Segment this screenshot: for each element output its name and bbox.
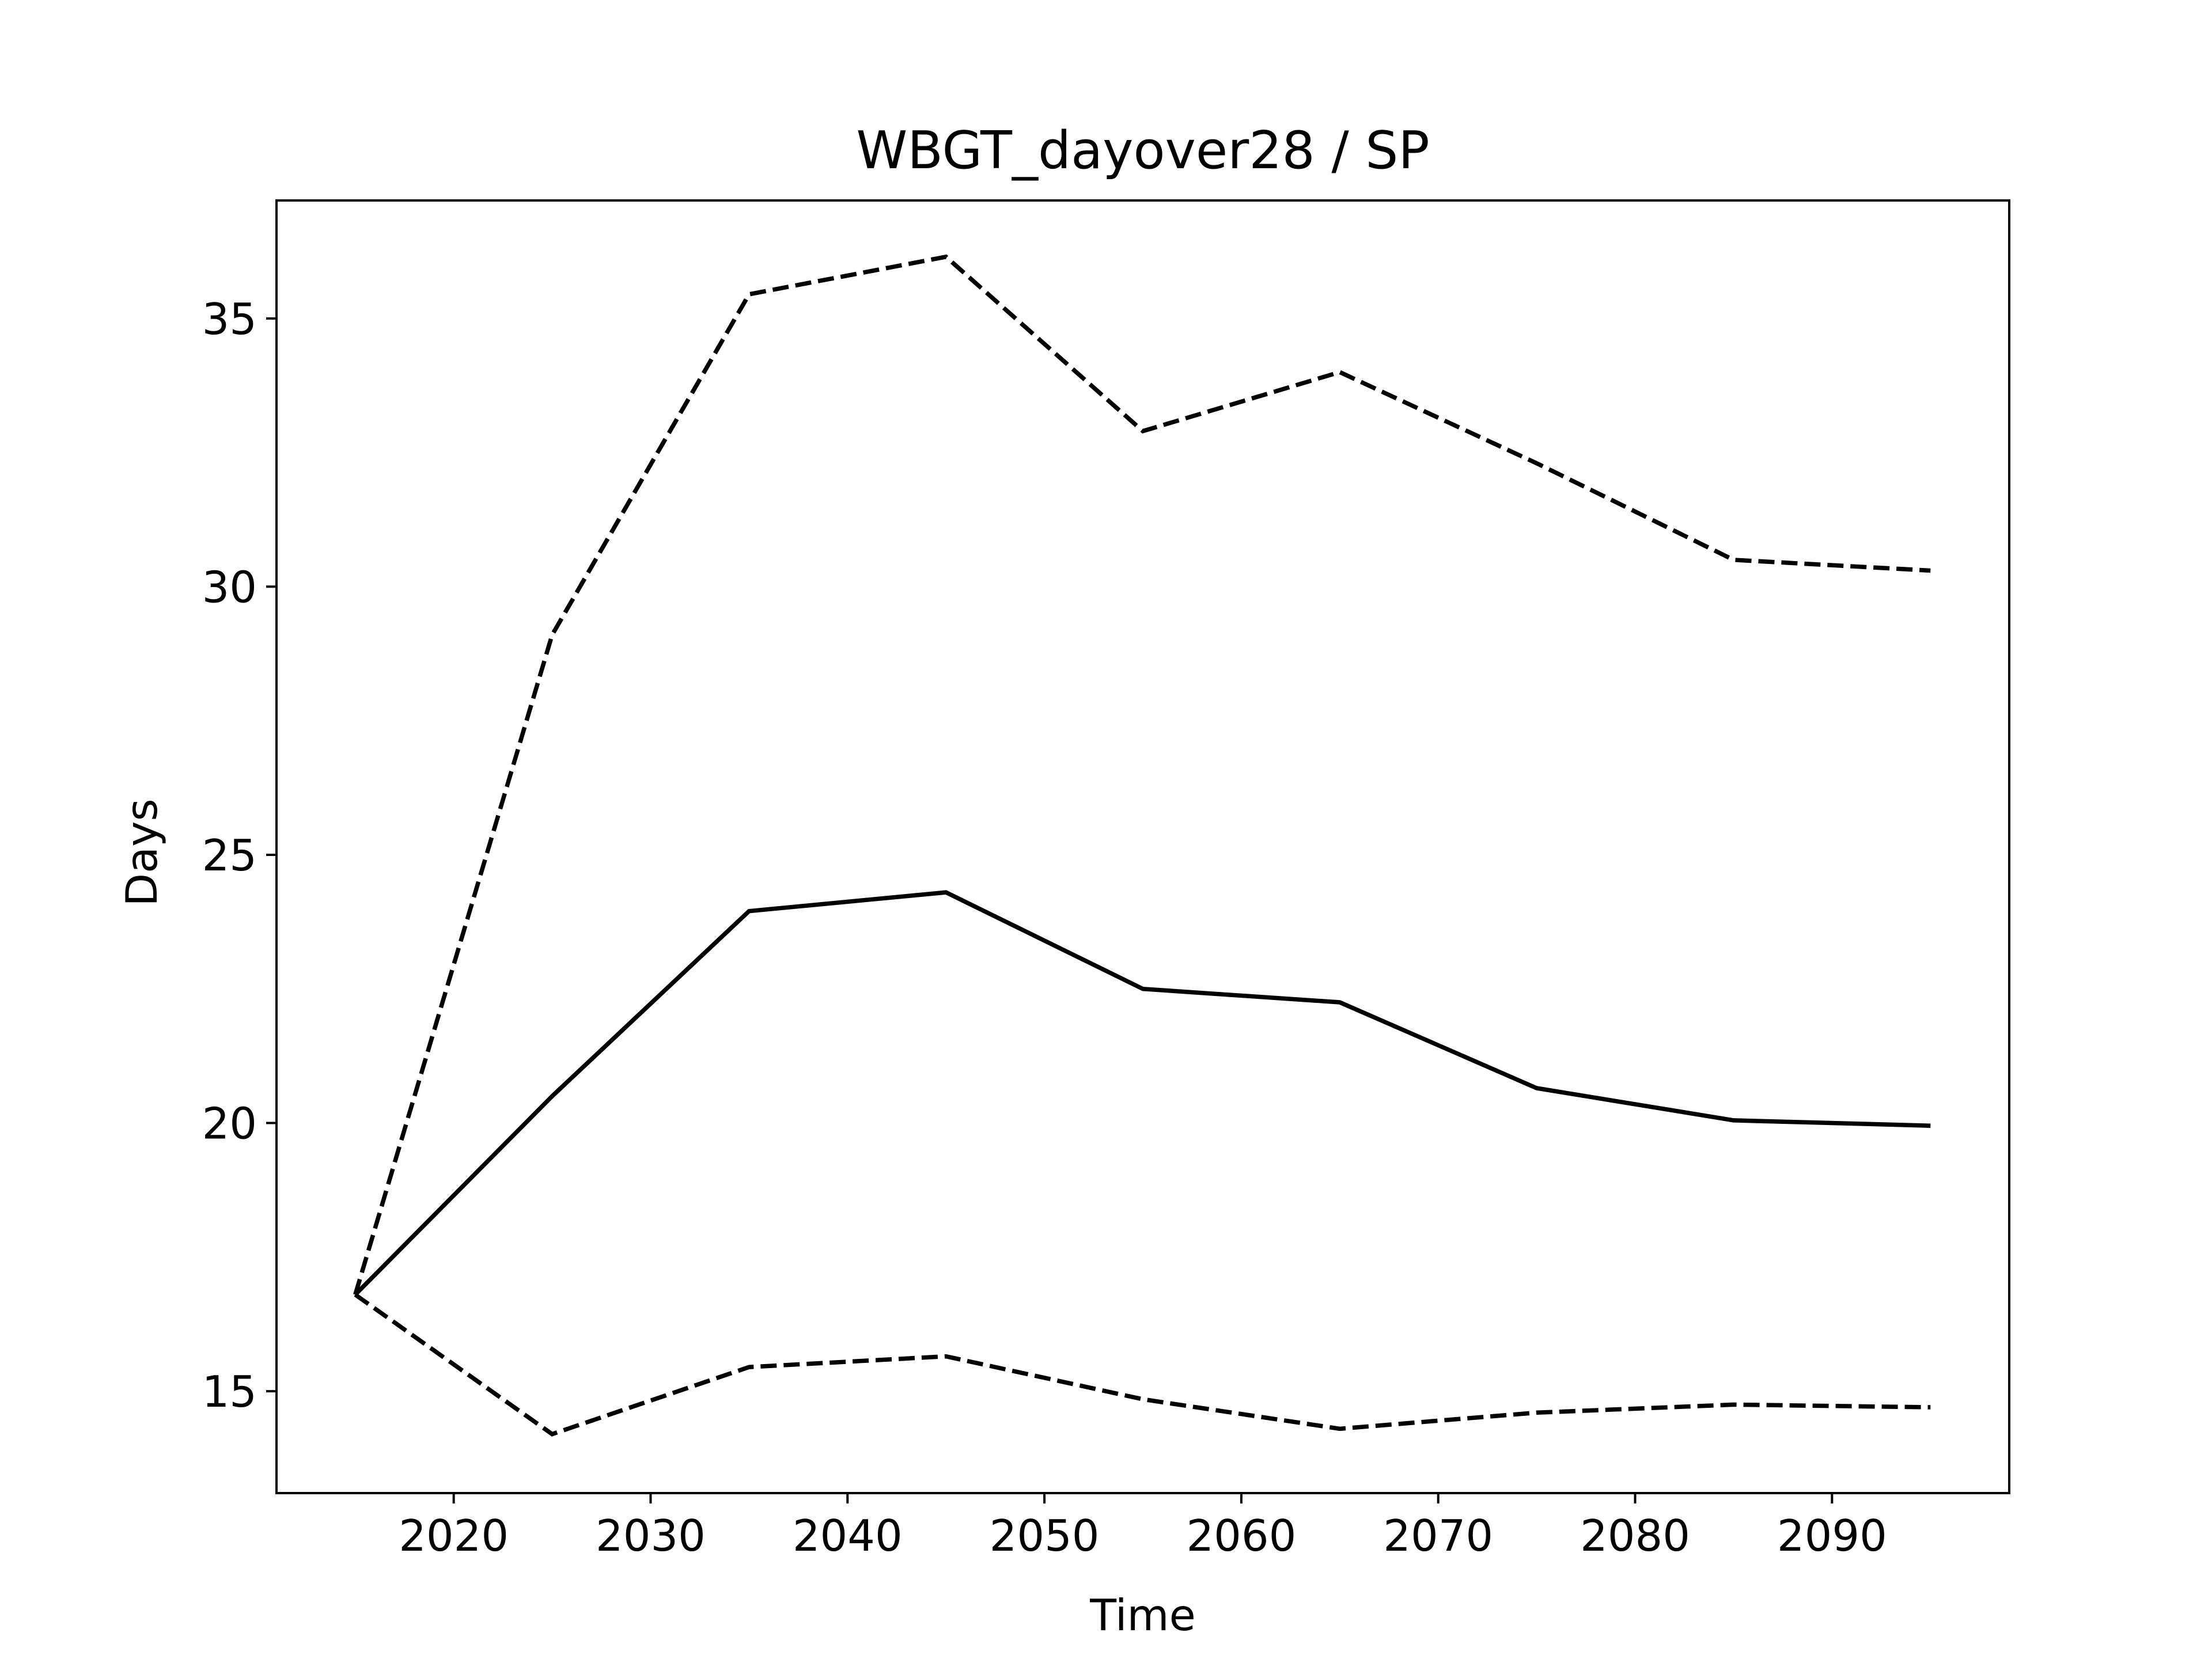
x-tick-label: 2050 [990, 1510, 1100, 1561]
x-tick-label: 2090 [1777, 1510, 1887, 1561]
y-tick-label: 30 [202, 562, 257, 612]
plot-area-frame [275, 199, 2010, 1494]
y-axis-label: Days [116, 798, 167, 906]
y-tick-label: 25 [202, 830, 257, 881]
x-tick-label: 2040 [793, 1510, 903, 1561]
x-tick-label: 2030 [596, 1510, 706, 1561]
x-tick-label: 2070 [1383, 1510, 1493, 1561]
x-tick-label: 2060 [1186, 1510, 1296, 1561]
y-tick-label: 20 [202, 1099, 257, 1149]
dashed-series-line-2 [353, 254, 1931, 1296]
y-tick-label: 15 [202, 1366, 257, 1417]
dashed-series-line-3 [354, 1293, 1931, 1437]
x-tick-label: 2020 [399, 1510, 509, 1561]
y-axis-ticks: 15 20 25 30 35 [202, 294, 276, 1417]
solid-series-line-1 [354, 890, 1931, 1297]
x-axis-label: Time [1089, 1590, 1196, 1641]
y-tick-label: 35 [202, 294, 257, 344]
series-lines [353, 254, 1931, 1437]
x-axis-ticks: 2020 2030 2040 2050 2060 2070 2080 2090 [399, 1493, 1887, 1561]
chart-title: WBGT_dayover28 / SP [856, 120, 1429, 181]
x-tick-label: 2080 [1580, 1510, 1690, 1561]
